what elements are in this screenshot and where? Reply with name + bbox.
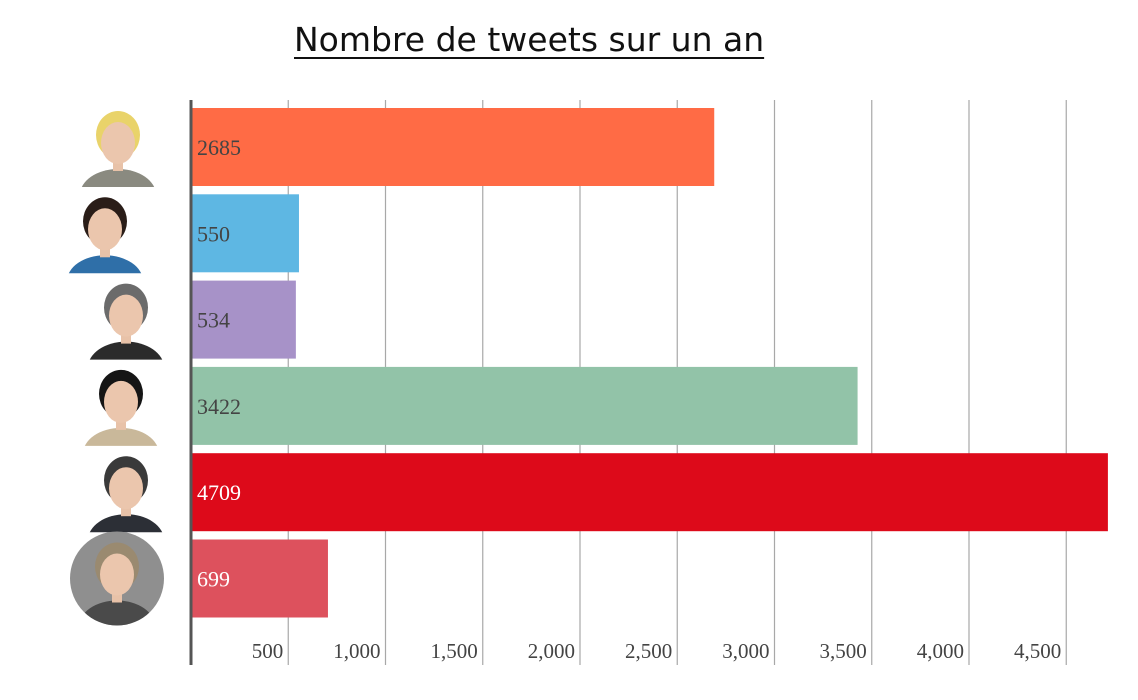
x-tick-label: 3,000	[722, 639, 769, 663]
x-tick-label: 3,500	[820, 639, 867, 663]
x-tick-label: 4,500	[1014, 639, 1061, 663]
x-tick-label: 1,000	[333, 639, 380, 663]
bar-value-label: 2685	[197, 135, 241, 160]
portrait-woman-blonde-icon	[78, 107, 158, 187]
bar-value-label: 534	[197, 308, 230, 333]
bar	[192, 108, 715, 186]
chart-title: Nombre de tweets sur un an	[294, 20, 765, 59]
portrait-man-round-icon	[70, 531, 164, 626]
portrait-man-suit-icon	[86, 279, 166, 360]
bar	[192, 194, 299, 273]
bar-value-label: 699	[197, 567, 230, 592]
x-tick-label: 1,500	[431, 639, 478, 663]
x-tick-label: 2,000	[528, 639, 575, 663]
bar-value-label: 3422	[197, 394, 241, 419]
bar-value-label: 550	[197, 221, 230, 246]
x-tick-label: 500	[252, 639, 284, 663]
portrait-man-bald-icon	[86, 452, 166, 533]
x-tick-label: 2,500	[625, 639, 672, 663]
bar	[192, 366, 858, 445]
bar	[192, 539, 328, 618]
bar	[192, 453, 1108, 532]
x-tick-label: 4,000	[917, 639, 964, 663]
bar-value-label: 4709	[197, 480, 241, 505]
portrait-woman-brunette-icon	[65, 193, 145, 274]
portrait-woman-darkhair-icon	[81, 365, 161, 446]
bar	[192, 280, 296, 359]
